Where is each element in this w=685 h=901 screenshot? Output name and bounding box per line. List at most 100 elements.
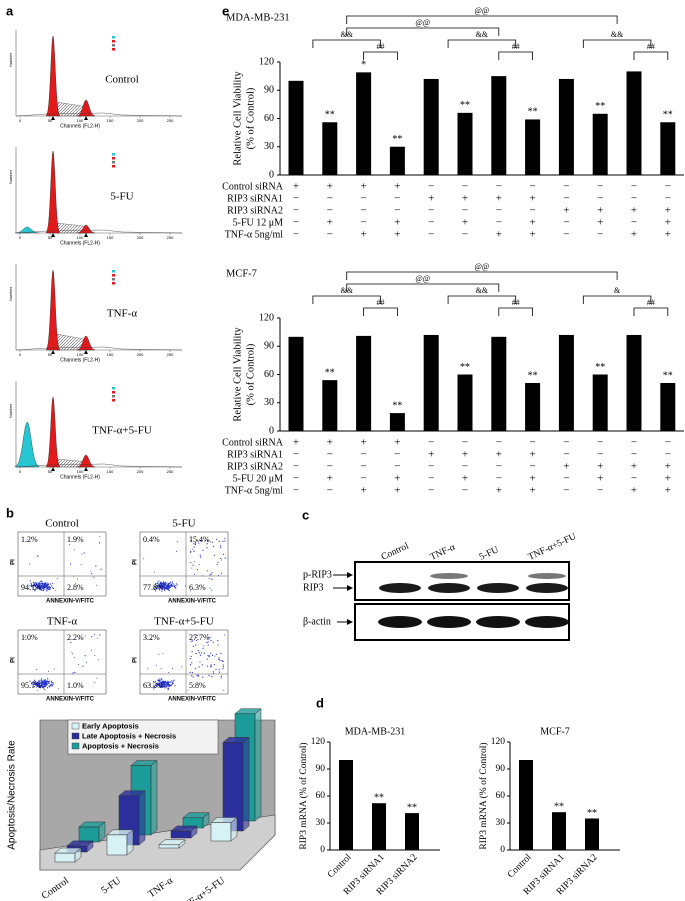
dot xyxy=(220,652,222,655)
legend-swatch xyxy=(112,395,115,398)
dot xyxy=(96,584,98,586)
dot xyxy=(196,634,198,637)
dot-cloud xyxy=(143,536,226,592)
dot xyxy=(49,587,51,589)
dot xyxy=(47,586,49,588)
dot xyxy=(36,584,38,587)
dot xyxy=(191,675,193,677)
condition-mark: − xyxy=(597,485,603,497)
hist-outline xyxy=(15,229,183,234)
dot xyxy=(194,543,197,546)
dot xyxy=(173,584,175,586)
dot xyxy=(76,578,78,580)
x-tick-label: 50 xyxy=(48,235,53,240)
bar xyxy=(356,72,372,175)
band xyxy=(528,573,566,579)
condition-mark: − xyxy=(529,181,535,193)
y-tick-label: 30 xyxy=(264,141,274,152)
condition-mark: − xyxy=(496,217,502,229)
condition-mark: − xyxy=(563,217,569,229)
bar xyxy=(626,71,642,175)
quadrant-percent: 95.7% xyxy=(21,681,42,690)
bar xyxy=(491,76,507,175)
condition-label: RIP3 siRNA2 xyxy=(227,205,283,216)
dot xyxy=(160,581,162,583)
bar-side xyxy=(230,816,238,842)
x-tick-label: 150 xyxy=(107,118,114,123)
condition-mark: + xyxy=(360,181,366,193)
dot xyxy=(162,586,164,588)
dot xyxy=(194,574,196,576)
y-tick-label: 90 xyxy=(264,85,274,96)
condition-mark: + xyxy=(394,229,400,241)
x-axis-label: ANNEXIN-V/FITC xyxy=(46,697,95,703)
dot xyxy=(153,586,156,588)
g1-peak xyxy=(46,150,60,234)
dot xyxy=(206,641,208,644)
dot xyxy=(49,586,51,588)
dot xyxy=(43,683,45,686)
dot xyxy=(161,678,163,680)
dot xyxy=(29,680,31,682)
condition-mark: + xyxy=(293,437,299,449)
bracket-label: && xyxy=(476,30,489,39)
condition-mark: − xyxy=(529,461,535,473)
dot xyxy=(35,582,37,584)
condition-mark: − xyxy=(597,449,603,461)
dot xyxy=(168,684,170,686)
condition-mark: + xyxy=(529,193,535,205)
condition-label: RIP3 siRNA2 xyxy=(227,461,283,472)
significance: ** xyxy=(374,792,384,803)
peak-marker xyxy=(51,233,55,237)
blot-frame xyxy=(354,561,570,601)
dot xyxy=(26,539,28,541)
y-axis-label: RIP3 mRNA (% of Control) xyxy=(298,742,309,849)
condition-mark: − xyxy=(563,193,569,205)
y-axis-label: Number xyxy=(8,169,13,184)
dot xyxy=(94,682,96,684)
dot xyxy=(160,686,162,689)
dot xyxy=(197,675,199,677)
dot xyxy=(159,587,161,590)
x-axis-label: Channels (FL2-H) xyxy=(60,474,100,480)
dot xyxy=(40,580,42,582)
dot xyxy=(39,581,41,583)
band-label: RIP3 xyxy=(303,582,324,593)
y-tick-label: 120 xyxy=(259,56,274,67)
dot xyxy=(158,680,160,682)
band xyxy=(477,583,519,593)
bracket xyxy=(312,295,381,304)
dot xyxy=(161,685,164,687)
x-tick-label: 0 xyxy=(19,469,22,474)
dot xyxy=(221,659,223,662)
bracket-label: @@ xyxy=(475,6,490,15)
plot-frame xyxy=(139,629,229,695)
legend-swatch xyxy=(112,153,115,156)
bracket xyxy=(633,307,669,316)
bar xyxy=(660,122,676,175)
dot xyxy=(40,687,42,689)
significance: ** xyxy=(392,400,402,411)
dot xyxy=(166,584,168,586)
bracket xyxy=(312,39,381,48)
dot xyxy=(212,641,214,643)
legend-swatch xyxy=(112,40,115,43)
x-tick-label: 100 xyxy=(77,118,84,123)
condition-mark: − xyxy=(563,437,569,449)
dot xyxy=(192,676,194,678)
dot xyxy=(47,678,49,680)
dot xyxy=(204,539,206,542)
dot xyxy=(50,683,53,686)
dot xyxy=(217,639,219,642)
dot xyxy=(169,581,171,583)
g2-peak xyxy=(76,335,96,351)
condition-mark: + xyxy=(563,205,569,217)
y-tick-label: 0 xyxy=(320,845,325,855)
dot xyxy=(193,543,195,545)
dot xyxy=(86,661,88,663)
lane-label: 5-FU xyxy=(478,545,501,563)
dot xyxy=(42,589,44,592)
bar xyxy=(288,336,304,431)
dot xyxy=(208,655,211,657)
bar xyxy=(626,334,642,431)
